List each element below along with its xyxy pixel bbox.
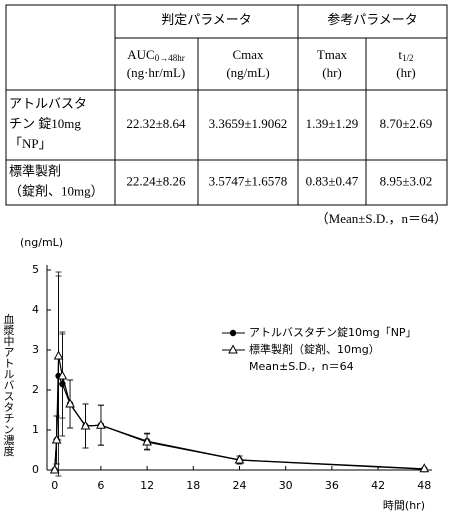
column-header: AUC0→48hr bbox=[127, 47, 184, 63]
y-axis-label: 血漿中アトルバスタチン濃度 bbox=[2, 312, 15, 457]
table-frame bbox=[5, 4, 448, 206]
marker bbox=[53, 350, 64, 360]
x-tick-label: 36 bbox=[325, 479, 339, 492]
series-line bbox=[54, 355, 425, 471]
row-label: アトルバスタ bbox=[9, 96, 87, 111]
row-label: 「NP」 bbox=[9, 136, 52, 151]
x-tick-label: 30 bbox=[279, 479, 293, 492]
marker bbox=[51, 434, 62, 444]
x-tick-label: 0 bbox=[51, 479, 58, 492]
legend-label: アトルバスタチン錠10mg「NP」 bbox=[249, 325, 417, 339]
legend-marker bbox=[229, 329, 237, 337]
column-header: Tmax bbox=[317, 47, 348, 62]
marker bbox=[96, 419, 106, 429]
cell: 22.24±8.26 bbox=[126, 173, 186, 188]
legend-note: Mean±S.D.，n＝64 bbox=[249, 360, 354, 373]
y-tick-label: 3 bbox=[32, 343, 39, 356]
cell: 0.83±0.47 bbox=[306, 173, 359, 188]
header-name: AUC bbox=[127, 47, 154, 62]
y-tick-label: 1 bbox=[32, 423, 39, 436]
column-unit: (hr) bbox=[322, 65, 342, 80]
row-label: （錠剤、10mg） bbox=[9, 183, 104, 198]
marker bbox=[234, 454, 245, 464]
column-header: Cmax bbox=[232, 47, 264, 62]
table-note: （Mean±S.D.，n＝64） bbox=[316, 211, 447, 226]
header-name: Cmax bbox=[232, 47, 264, 62]
legend-label: 標準製剤（錠剤、10mg） bbox=[249, 342, 380, 356]
y-tick-label: 0 bbox=[32, 463, 39, 476]
cell: 22.32±8.64 bbox=[126, 116, 186, 131]
marker bbox=[57, 370, 68, 380]
header-name: Tmax bbox=[317, 47, 348, 62]
group-header: 判定パラメータ bbox=[161, 12, 252, 27]
cell: 8.70±2.69 bbox=[380, 116, 433, 131]
marker bbox=[59, 380, 66, 388]
x-tick-label: 24 bbox=[233, 479, 247, 492]
column-unit: (ng·hr/mL) bbox=[127, 65, 185, 80]
marker bbox=[142, 436, 152, 446]
header-name: t bbox=[398, 47, 402, 62]
cell: 3.5747±1.6578 bbox=[209, 173, 288, 188]
row-label: 標準製剤 bbox=[9, 163, 61, 178]
cell: 8.95±3.02 bbox=[380, 173, 433, 188]
header-sub: 0→48hr bbox=[155, 53, 185, 63]
row-label: チン 錠10mg bbox=[9, 116, 81, 131]
x-tick-label: 6 bbox=[97, 479, 104, 492]
group-header: 参考パラメータ bbox=[327, 12, 418, 27]
legend-marker bbox=[228, 344, 238, 354]
y-tick-label: 5 bbox=[32, 263, 39, 276]
marker bbox=[419, 463, 430, 473]
marker bbox=[80, 420, 91, 430]
x-tick-label: 42 bbox=[371, 479, 385, 492]
x-tick-label: 48 bbox=[417, 479, 431, 492]
x-tick-label: 18 bbox=[186, 479, 200, 492]
y-unit: (ng/mL) bbox=[20, 236, 63, 249]
marker bbox=[65, 398, 75, 408]
column-header: t1/2 bbox=[398, 47, 413, 63]
x-tick-label: 12 bbox=[140, 479, 154, 492]
column-unit: (hr) bbox=[396, 65, 416, 80]
header-sub: 1/2 bbox=[402, 53, 414, 63]
y-tick-label: 2 bbox=[32, 383, 39, 396]
cell: 1.39±1.29 bbox=[306, 116, 359, 131]
y-tick-label: 4 bbox=[32, 303, 39, 316]
x-axis-label: 時間(hr) bbox=[383, 499, 425, 512]
marker bbox=[49, 464, 60, 474]
cell: 3.3659±1.9062 bbox=[209, 116, 288, 131]
column-unit: (ng/mL) bbox=[226, 65, 269, 80]
